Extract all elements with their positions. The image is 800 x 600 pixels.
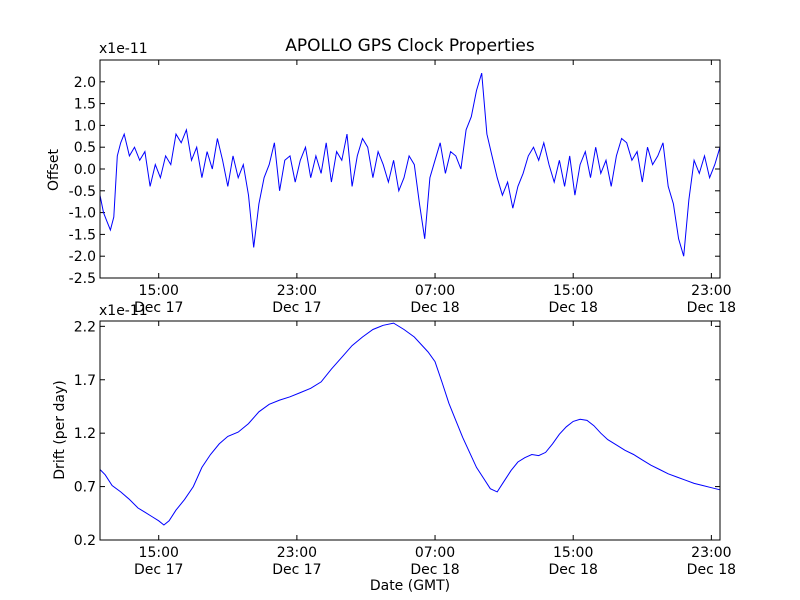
drift-y-tick-label: 0.7 <box>74 480 96 496</box>
offset-x-tick-date-label: Dec 18 <box>549 300 598 316</box>
drift-y-tick-label: 2.2 <box>74 319 96 335</box>
offset-x-tick-date-label: Dec 17 <box>272 300 321 316</box>
drift-x-tick-time-label: 15:00 <box>553 545 593 561</box>
drift-x-tick-time-label: 07:00 <box>415 545 455 561</box>
drift-axes-frame <box>99 320 721 541</box>
drift-series-line <box>99 322 721 526</box>
drift-x-axis-label: Date (GMT) <box>370 578 450 594</box>
offset-series-line <box>99 72 721 257</box>
offset-y-tick-label: 0.5 <box>74 140 96 156</box>
drift-x-tick-date-label: Dec 18 <box>687 562 736 578</box>
offset-x-tick-time-label: 15:00 <box>553 283 593 299</box>
offset-y-tick-label: -2.0 <box>69 249 96 265</box>
offset-x-tick-date-label: Dec 18 <box>687 300 736 316</box>
drift-x-tick-date-label: Dec 18 <box>549 562 598 578</box>
drift-y-tick-label: 1.2 <box>74 426 96 442</box>
drift-y-tick-label: 0.2 <box>74 533 96 549</box>
chart-title: APOLLO GPS Clock Properties <box>285 36 535 56</box>
drift-x-tick-time-label: 15:00 <box>139 545 179 561</box>
offset-y-tick-label: -2.5 <box>69 271 96 287</box>
drift-y-tick-label: 1.7 <box>74 373 96 389</box>
drift-x-tick-time-label: 23:00 <box>277 545 317 561</box>
offset-y-axis-label: Offset <box>46 148 62 191</box>
offset-panel: x1e-11 Offset -2.5 -2.0 -1.5 -1.0 -0.5 0.0 0.5… <box>46 41 736 316</box>
offset-y-tick-label: -0.5 <box>69 184 96 200</box>
offset-y-tick-label: -1.0 <box>69 206 96 222</box>
offset-x-tick-time-label: 15:00 <box>139 283 179 299</box>
drift-panel: x1e-11 Drift (per day) Date (GMT) 0.2 0.7… <box>52 303 736 594</box>
offset-y-tick-label: -1.5 <box>69 227 96 243</box>
drift-x-tick-time-label: 23:00 <box>691 545 731 561</box>
drift-x-tick-date-label: Dec 17 <box>272 562 321 578</box>
offset-x-tick-time-label: 23:00 <box>691 283 731 299</box>
drift-y-axis-label: Drift (per day) <box>52 380 68 479</box>
offset-y-tick-label: 0.0 <box>74 162 96 178</box>
offset-y-tick-label: 1.0 <box>74 118 96 134</box>
offset-plot-area: -2.5 -2.0 -1.5 -1.0 -0.5 0.0 0.5 1.0 1.5 2.0 15:00… <box>69 60 736 316</box>
offset-x-tick-date-label: Dec 18 <box>410 300 459 316</box>
offset-scale-label: x1e-11 <box>99 41 148 57</box>
drift-x-tick-date-label: Dec 18 <box>410 562 459 578</box>
drift-scale-label: x1e-11 <box>99 303 148 319</box>
offset-x-tick-time-label: 23:00 <box>277 283 317 299</box>
offset-y-tick-label: 1.5 <box>74 97 96 113</box>
offset-x-tick-time-label: 07:00 <box>415 283 455 299</box>
offset-y-tick-label: 2.0 <box>74 75 96 91</box>
offset-x-tick-date-label: Dec 17 <box>134 300 183 316</box>
offset-axes-frame <box>99 59 721 279</box>
drift-x-tick-date-label: Dec 17 <box>134 562 183 578</box>
